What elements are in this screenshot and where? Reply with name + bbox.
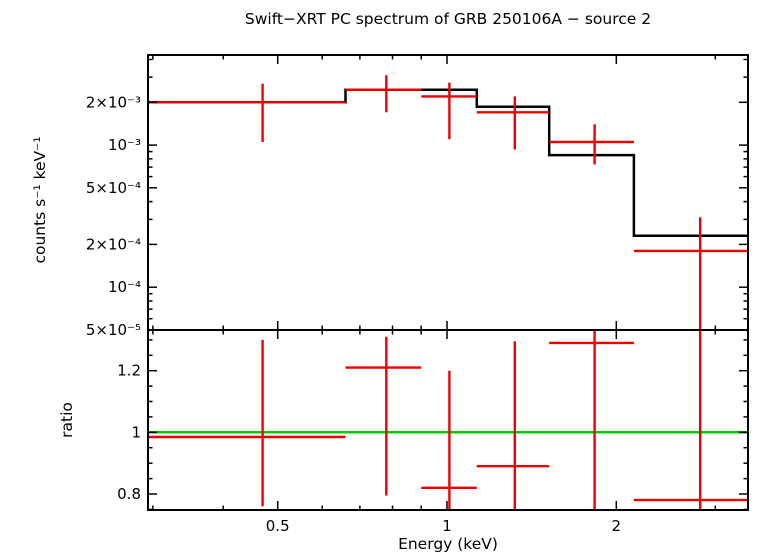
x-tick-label: 0.5 bbox=[266, 517, 290, 535]
y-tick-label: 1 bbox=[131, 423, 141, 441]
model-line bbox=[148, 88, 748, 238]
y-tick-label: 1.2 bbox=[117, 362, 141, 380]
y-tick-label: 5×10⁻⁴ bbox=[86, 179, 141, 197]
y-tick-label: 2×10⁻⁴ bbox=[86, 235, 141, 253]
y-tick-label: 10⁻³ bbox=[108, 136, 141, 154]
y-tick-label: 5×10⁻⁵ bbox=[86, 321, 141, 339]
y-tick-label: 2×10⁻³ bbox=[86, 93, 141, 111]
spectrum-y-axis-label: counts s⁻¹ keV⁻¹ bbox=[31, 136, 49, 263]
ratio-y-axis-label: ratio bbox=[58, 402, 76, 438]
chart-layers: 0.5 1 2 2×10⁻³ 10⁻³ 5×10⁻⁴ 2×10⁻⁴ 10⁻⁴ 5×10⁻⁵ 0.8… bbox=[86, 54, 749, 535]
chart-title: Swift−XRT PC spectrum of GRB 250106A − s… bbox=[245, 10, 651, 28]
y-tick-label: 0.8 bbox=[117, 485, 141, 503]
x-tick-label: 2 bbox=[612, 517, 622, 535]
x-axis-label: Energy (keV) bbox=[398, 535, 498, 553]
ratio-panel-frame bbox=[147, 329, 749, 511]
x-tick-label: 1 bbox=[442, 517, 452, 535]
y-tick-label: 10⁻⁴ bbox=[108, 278, 141, 296]
